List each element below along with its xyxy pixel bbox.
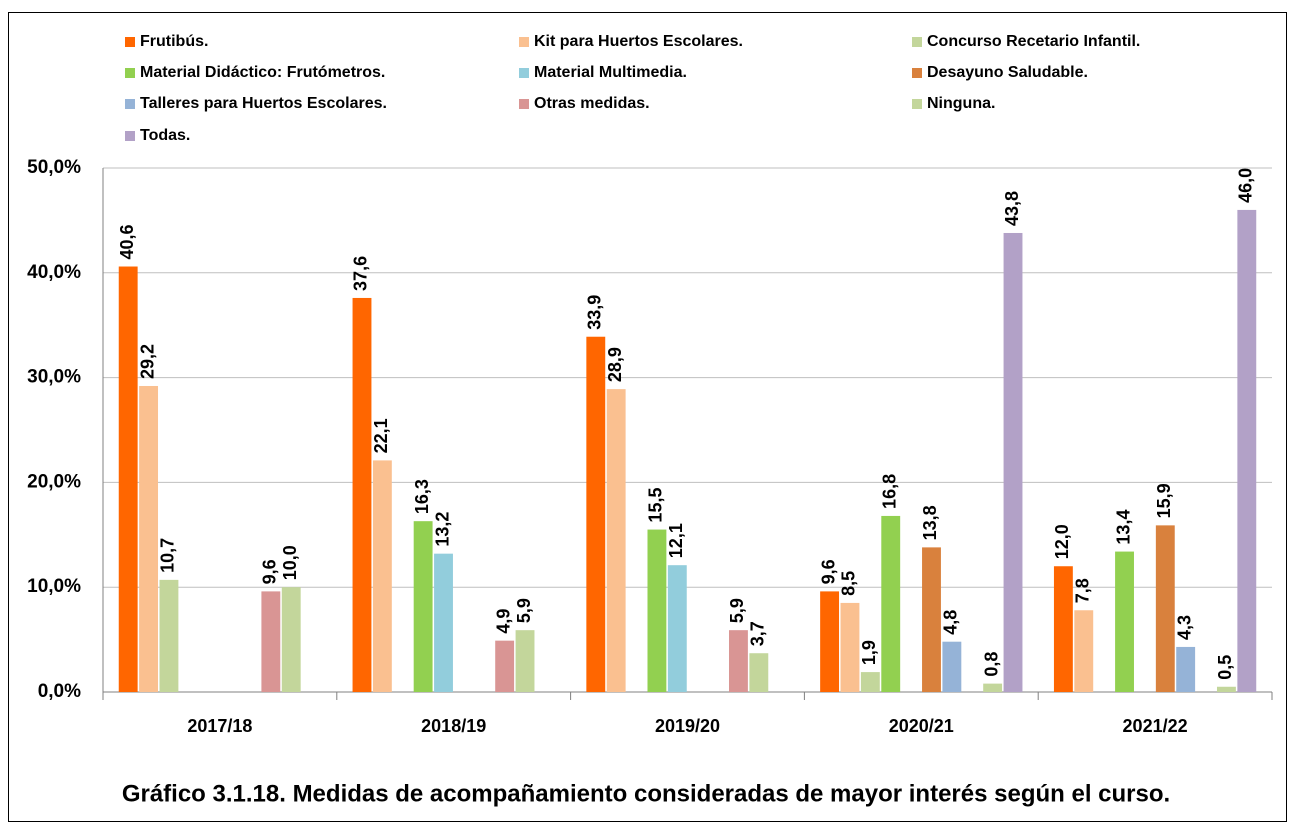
bar	[139, 385, 159, 692]
legend-label: Material Didáctico: Frutómetros.	[140, 64, 385, 81]
caption: Gráfico 3.1.18. Medidas de acompañamient…	[122, 780, 1170, 807]
data-label: 7,8	[1073, 578, 1093, 603]
bar	[647, 529, 667, 692]
bar	[667, 565, 687, 692]
legend-swatch	[125, 131, 135, 141]
bar	[434, 553, 453, 692]
y-tick-label: 10,0%	[27, 576, 81, 597]
data-label: 43,8	[1002, 191, 1022, 226]
legend-label: Ninguna.	[927, 95, 995, 112]
bar	[1074, 610, 1094, 692]
data-label: 29,2	[137, 344, 157, 379]
bar	[495, 640, 515, 692]
bar	[1237, 209, 1257, 693]
bar	[820, 591, 840, 692]
bar	[1155, 525, 1175, 692]
legend-label: Frutibús.	[140, 33, 208, 50]
bar	[372, 460, 392, 692]
x-tick-label: 2017/18	[187, 716, 252, 736]
bar	[749, 653, 769, 692]
legend-label: Kit para Huertos Escolares.	[534, 33, 743, 50]
legend-swatch	[125, 68, 135, 78]
bar	[1053, 566, 1073, 692]
chart-frame	[8, 12, 1287, 822]
bar	[159, 579, 179, 692]
bar	[881, 515, 901, 692]
legend-swatch	[519, 99, 529, 109]
data-label: 13,4	[1113, 510, 1133, 545]
legend-label: Material Multimedia.	[534, 64, 687, 81]
y-tick-label: 0,0%	[38, 681, 81, 702]
data-label: 10,7	[158, 538, 178, 573]
data-label: 0,5	[1215, 655, 1235, 680]
legend-label: Desayuno Saludable.	[927, 64, 1088, 81]
bar	[729, 630, 748, 692]
bar	[586, 336, 606, 692]
legend-swatch	[125, 99, 135, 109]
data-label: 4,3	[1174, 615, 1194, 640]
y-tick-label: 50,0%	[27, 157, 81, 178]
legend-swatch	[125, 37, 135, 47]
bar	[983, 683, 1003, 692]
x-tick-label: 2021/22	[1123, 716, 1188, 736]
y-tick-label: 30,0%	[27, 367, 81, 388]
legend-label: Concurso Recetario Infantil.	[927, 33, 1140, 50]
bar	[922, 547, 941, 692]
data-label: 40,6	[117, 224, 137, 259]
x-tick-label: 2020/21	[889, 716, 954, 736]
bar	[1115, 551, 1134, 692]
data-label: 5,9	[514, 598, 534, 623]
legend-swatch	[912, 37, 922, 47]
bar	[1216, 686, 1236, 692]
bar	[118, 266, 138, 692]
data-label: 33,9	[585, 295, 605, 330]
data-label: 13,8	[920, 505, 940, 540]
legend-swatch	[519, 68, 529, 78]
legend-label: Otras medidas.	[534, 95, 650, 112]
data-label: 37,6	[351, 256, 371, 291]
legend-swatch	[912, 68, 922, 78]
x-tick-label: 2019/20	[655, 716, 720, 736]
x-tick-label: 2018/19	[421, 716, 486, 736]
y-tick-label: 40,0%	[27, 262, 81, 283]
bar	[1176, 646, 1196, 692]
data-label: 22,1	[371, 418, 391, 453]
data-label: 9,6	[260, 559, 280, 584]
data-label: 4,9	[493, 609, 513, 634]
y-tick-label: 20,0%	[27, 471, 81, 492]
data-label: 13,2	[432, 512, 452, 547]
bar	[606, 389, 626, 692]
legend-swatch	[519, 37, 529, 47]
bar	[413, 521, 433, 692]
legend-label: Talleres para Huertos Escolares.	[140, 95, 387, 112]
data-label: 5,9	[727, 598, 747, 623]
data-label: 16,3	[412, 479, 432, 514]
data-label: 4,8	[941, 610, 961, 635]
data-label: 3,7	[748, 621, 768, 646]
bar	[261, 591, 281, 692]
data-label: 15,9	[1154, 483, 1174, 518]
data-label: 12,1	[666, 523, 686, 558]
bar	[515, 630, 535, 692]
bar	[860, 672, 880, 692]
data-label: 28,9	[605, 347, 625, 382]
legend-label: Todas.	[140, 127, 190, 144]
bar	[281, 587, 301, 692]
data-label: 15,5	[646, 488, 666, 523]
data-label: 16,8	[879, 474, 899, 509]
data-label: 8,5	[839, 571, 859, 596]
legend-swatch	[912, 99, 922, 109]
data-label: 10,0	[280, 545, 300, 580]
data-label: 0,8	[981, 652, 1001, 677]
bar	[1003, 232, 1023, 692]
data-label: 12,0	[1052, 524, 1072, 559]
bar	[840, 602, 860, 692]
bar	[942, 641, 962, 692]
data-label: 46,0	[1236, 168, 1256, 203]
data-label: 1,9	[859, 640, 879, 665]
bar	[352, 297, 372, 692]
data-label: 9,6	[818, 559, 838, 584]
